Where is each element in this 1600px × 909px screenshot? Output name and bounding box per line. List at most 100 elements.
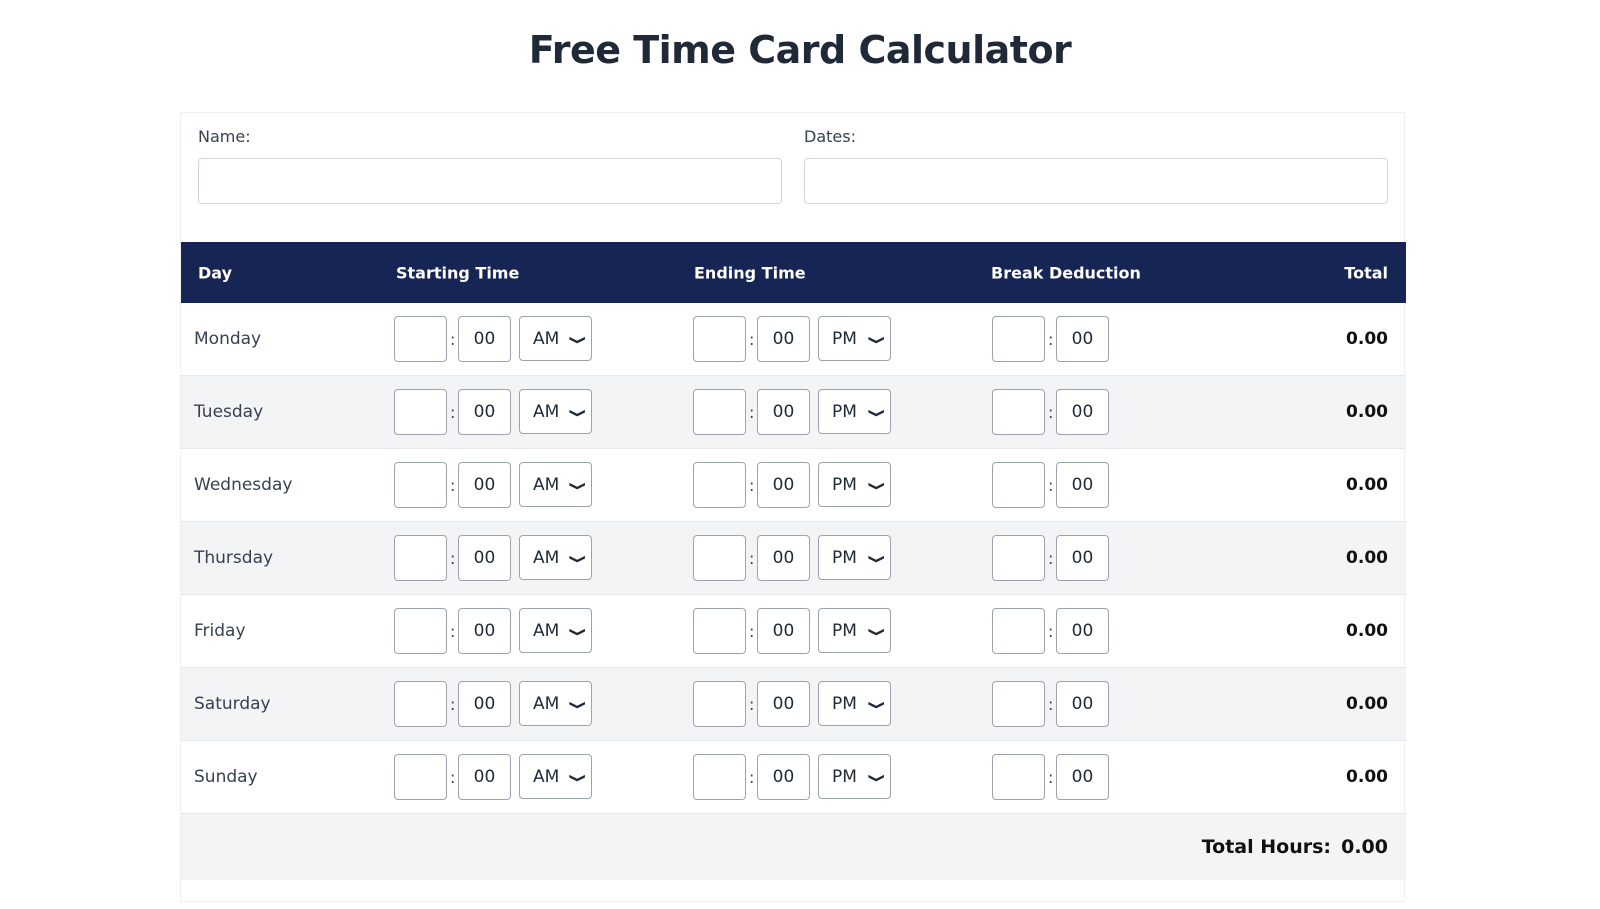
table-footer: Total Hours: 0.00: [181, 814, 1406, 880]
start-minute-input[interactable]: 00: [458, 608, 511, 654]
break-minute-input[interactable]: 00: [1056, 316, 1109, 362]
start-ampm-select[interactable]: AM ❯: [519, 681, 592, 726]
ampm-value: PM: [832, 767, 857, 787]
end-hour-input[interactable]: [693, 608, 746, 654]
start-minute-input[interactable]: 00: [458, 535, 511, 581]
end-minute-input[interactable]: 00: [757, 462, 810, 508]
end-minute-input[interactable]: 00: [757, 754, 810, 800]
break-hour-input[interactable]: [992, 462, 1045, 508]
time-separator: :: [450, 476, 456, 495]
start-minute-input[interactable]: 00: [458, 389, 511, 435]
start-minute-input[interactable]: 00: [458, 316, 511, 362]
table-row: Wednesday : 00 AM ❯ : 00 PM ❯ : 00 0.00: [181, 449, 1406, 522]
start-hour-input[interactable]: [394, 389, 447, 435]
ampm-value: AM: [533, 329, 560, 349]
start-hour-input[interactable]: [394, 535, 447, 581]
break-hour-input[interactable]: [992, 535, 1045, 581]
ampm-value: AM: [533, 548, 560, 568]
chevron-down-icon: ❯: [867, 480, 887, 492]
break-hour-input[interactable]: [992, 316, 1045, 362]
ampm-value: AM: [533, 767, 560, 787]
break-minute-input[interactable]: 00: [1056, 608, 1109, 654]
break-minute-input[interactable]: 00: [1056, 535, 1109, 581]
end-ampm-select[interactable]: PM ❯: [818, 681, 891, 726]
end-hour-input[interactable]: [693, 316, 746, 362]
table-row: Thursday : 00 AM ❯ : 00 PM ❯ : 00 0.00: [181, 522, 1406, 595]
end-hour-input[interactable]: [693, 681, 746, 727]
chevron-down-icon: ❯: [568, 699, 588, 711]
name-input[interactable]: [198, 158, 782, 204]
chevron-down-icon: ❯: [867, 699, 887, 711]
start-hour-input[interactable]: [394, 754, 447, 800]
day-label: Friday: [194, 621, 246, 641]
table-row: Sunday : 00 AM ❯ : 00 PM ❯ : 00 0.00: [181, 741, 1406, 814]
chevron-down-icon: ❯: [568, 626, 588, 638]
end-ampm-select[interactable]: PM ❯: [818, 608, 891, 653]
break-hour-input[interactable]: [992, 389, 1045, 435]
end-minute-input[interactable]: 00: [757, 608, 810, 654]
break-hour-input[interactable]: [992, 681, 1045, 727]
break-minute-input[interactable]: 00: [1056, 681, 1109, 727]
time-separator: :: [450, 622, 456, 641]
chevron-down-icon: ❯: [568, 334, 588, 346]
break-minute-input[interactable]: 00: [1056, 462, 1109, 508]
time-separator: :: [749, 768, 755, 787]
table-row: Saturday : 00 AM ❯ : 00 PM ❯ : 00 0.00: [181, 668, 1406, 741]
start-ampm-select[interactable]: AM ❯: [519, 462, 592, 507]
row-total: 0.00: [1346, 548, 1388, 568]
end-ampm-select[interactable]: PM ❯: [818, 462, 891, 507]
start-ampm-select[interactable]: AM ❯: [519, 316, 592, 361]
row-total: 0.00: [1346, 767, 1388, 787]
end-ampm-select[interactable]: PM ❯: [818, 316, 891, 361]
start-hour-input[interactable]: [394, 681, 447, 727]
time-separator: :: [1048, 768, 1054, 787]
start-ampm-select[interactable]: AM ❯: [519, 535, 592, 580]
end-hour-input[interactable]: [693, 535, 746, 581]
end-hour-input[interactable]: [693, 462, 746, 508]
end-minute-input[interactable]: 00: [757, 389, 810, 435]
end-ampm-select[interactable]: PM ❯: [818, 754, 891, 799]
table-row: Tuesday : 00 AM ❯ : 00 PM ❯ : 00 0.00: [181, 376, 1406, 449]
end-minute-input[interactable]: 00: [757, 681, 810, 727]
end-minute-input[interactable]: 00: [757, 316, 810, 362]
start-hour-input[interactable]: [394, 608, 447, 654]
time-separator: :: [749, 695, 755, 714]
break-minute-input[interactable]: 00: [1056, 389, 1109, 435]
chevron-down-icon: ❯: [568, 772, 588, 784]
name-field-group: Name:: [198, 127, 782, 204]
table-row: Monday : 00 AM ❯ : 00 PM ❯ : 00 0.00: [181, 303, 1406, 376]
break-hour-input[interactable]: [992, 608, 1045, 654]
table-header: Day Starting Time Ending Time Break Dedu…: [181, 242, 1406, 303]
start-ampm-select[interactable]: AM ❯: [519, 608, 592, 653]
time-separator: :: [749, 403, 755, 422]
ampm-value: PM: [832, 694, 857, 714]
start-minute-input[interactable]: 00: [458, 681, 511, 727]
start-ampm-select[interactable]: AM ❯: [519, 389, 592, 434]
time-separator: :: [749, 622, 755, 641]
break-hour-input[interactable]: [992, 754, 1045, 800]
day-label: Saturday: [194, 694, 271, 714]
ampm-value: AM: [533, 621, 560, 641]
start-minute-input[interactable]: 00: [458, 754, 511, 800]
end-ampm-select[interactable]: PM ❯: [818, 535, 891, 580]
day-label: Tuesday: [194, 402, 264, 422]
ampm-value: PM: [832, 329, 857, 349]
start-hour-input[interactable]: [394, 316, 447, 362]
day-label: Monday: [194, 329, 262, 349]
end-hour-input[interactable]: [693, 754, 746, 800]
chevron-down-icon: ❯: [568, 553, 588, 565]
start-ampm-select[interactable]: AM ❯: [519, 754, 592, 799]
start-minute-input[interactable]: 00: [458, 462, 511, 508]
end-hour-input[interactable]: [693, 389, 746, 435]
header-ending-time: Ending Time: [694, 263, 806, 282]
header-day: Day: [198, 263, 233, 282]
dates-input[interactable]: [804, 158, 1388, 204]
start-hour-input[interactable]: [394, 462, 447, 508]
chevron-down-icon: ❯: [867, 553, 887, 565]
row-total: 0.00: [1346, 329, 1388, 349]
end-ampm-select[interactable]: PM ❯: [818, 389, 891, 434]
end-minute-input[interactable]: 00: [757, 535, 810, 581]
ampm-value: AM: [533, 402, 560, 422]
day-label: Thursday: [194, 548, 274, 568]
break-minute-input[interactable]: 00: [1056, 754, 1109, 800]
